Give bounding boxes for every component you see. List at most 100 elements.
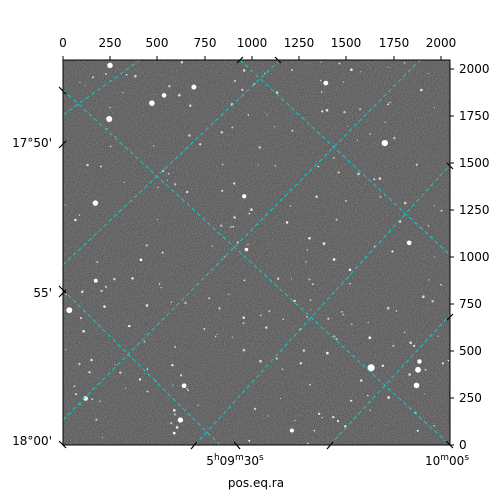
star [350, 323, 353, 326]
star [379, 195, 382, 198]
dec-tick [58, 86, 67, 95]
star [389, 101, 391, 104]
star [433, 205, 435, 207]
star [428, 279, 430, 281]
star [369, 409, 371, 412]
ra-tick [233, 441, 241, 450]
star [250, 208, 253, 211]
dec-tick [58, 440, 67, 449]
star [342, 81, 345, 83]
right-tick-label: 1250 [459, 203, 490, 217]
star [100, 165, 102, 168]
star [157, 186, 159, 189]
star [291, 129, 294, 132]
star [234, 80, 236, 82]
star [82, 329, 86, 333]
star [83, 396, 88, 401]
star [413, 382, 420, 389]
star [170, 422, 173, 425]
star [412, 344, 416, 347]
star [344, 424, 347, 428]
star [387, 103, 389, 106]
star [224, 256, 226, 258]
star [103, 305, 106, 308]
star [161, 251, 164, 254]
star [171, 364, 174, 367]
star [146, 368, 149, 371]
star [242, 316, 245, 319]
star [74, 393, 77, 396]
star [143, 340, 146, 343]
star [95, 418, 98, 421]
right-tick-label: 2000 [459, 62, 490, 76]
star [91, 398, 94, 401]
star [332, 156, 335, 159]
star [306, 249, 308, 251]
dec-tick [58, 289, 67, 298]
star [348, 268, 352, 272]
star [191, 84, 197, 90]
star [92, 200, 99, 206]
star [88, 371, 91, 374]
top-axis [62, 56, 442, 60]
star [258, 146, 262, 149]
star [337, 171, 340, 174]
star [161, 93, 167, 98]
star [102, 437, 103, 439]
right-tick-labels: 0 250 500 750 1000 1250 1500 1750 2000 [459, 62, 490, 452]
star [233, 216, 236, 219]
star [317, 165, 320, 168]
star [107, 62, 113, 69]
ra-labels: 5h09m30s 10m00s [206, 453, 469, 468]
star [186, 388, 188, 390]
star [293, 299, 296, 303]
star [168, 84, 171, 88]
star [113, 277, 116, 281]
star [181, 383, 187, 389]
star [221, 189, 224, 192]
star [381, 364, 384, 367]
star [386, 306, 390, 310]
ra-grid-line [194, 164, 450, 445]
star [84, 84, 86, 86]
star [92, 76, 94, 79]
edge-tick [274, 56, 282, 64]
star [139, 258, 143, 262]
star-field [64, 60, 450, 445]
star [421, 295, 425, 299]
star [307, 442, 309, 445]
top-tick-labels: 0 250 500 750 1000 1250 1500 1750 2000 [59, 36, 456, 50]
star [305, 261, 307, 263]
star [230, 226, 232, 228]
ra-grid-line [63, 60, 141, 116]
star [265, 326, 268, 329]
star [367, 394, 369, 397]
star [208, 297, 211, 300]
star [326, 351, 329, 355]
star [242, 194, 247, 199]
star [395, 310, 398, 312]
star [403, 62, 406, 64]
star [173, 413, 176, 416]
star [440, 284, 442, 286]
star [173, 183, 177, 186]
edge-tick [236, 56, 244, 64]
star [247, 114, 250, 116]
ra-label: 10m00s [425, 453, 469, 468]
dec-grid-line [239, 60, 450, 256]
star [437, 335, 439, 337]
star [345, 199, 347, 202]
star [220, 224, 223, 227]
star [119, 371, 122, 374]
star [281, 368, 284, 370]
star [311, 283, 314, 286]
star [78, 362, 81, 366]
star [79, 317, 82, 319]
star [131, 277, 134, 280]
ra-grid-line [63, 60, 281, 266]
star [321, 416, 323, 419]
star [416, 429, 419, 432]
star [90, 358, 93, 362]
top-tick-label: 1500 [331, 36, 362, 50]
